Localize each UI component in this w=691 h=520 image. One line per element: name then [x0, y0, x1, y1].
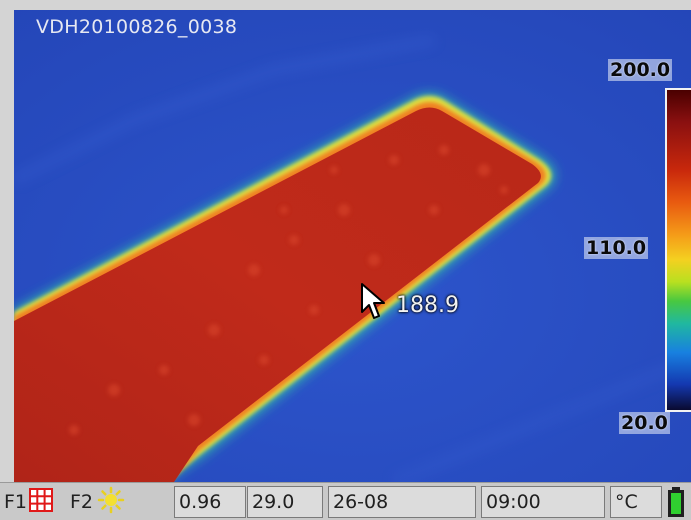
sun-icon — [97, 486, 125, 519]
cursor-temperature-reading: 188.9 — [396, 293, 459, 318]
background-structure — [391, 354, 691, 482]
ambient-temperature-field[interactable]: 29.0 — [247, 486, 323, 518]
battery-icon — [666, 483, 686, 520]
f1-label: F1 — [4, 491, 28, 513]
temperature-color-scale — [665, 88, 691, 412]
thermal-image[interactable]: VDH20100826_0038 188.9 200.0 110.0 20.0 — [14, 10, 691, 482]
grid-icon — [29, 487, 54, 517]
f2-function-key[interactable]: F2 — [70, 483, 125, 520]
temperature-unit-field[interactable]: °C — [610, 486, 662, 518]
thermal-scene — [14, 10, 691, 482]
hot-object — [14, 107, 541, 482]
emissivity-field[interactable]: 0.96 — [174, 486, 246, 518]
scale-mid-label: 110.0 — [584, 237, 649, 259]
date-field[interactable]: 26-08 — [328, 486, 476, 518]
scale-min-label: 20.0 — [619, 412, 670, 434]
hot-spots — [69, 145, 508, 435]
time-field[interactable]: 09:00 — [481, 486, 605, 518]
f1-function-key[interactable]: F1 — [4, 483, 54, 520]
image-filename: VDH20100826_0038 — [36, 16, 238, 38]
background-structure — [14, 35, 435, 185]
f2-label: F2 — [70, 491, 94, 513]
status-bar: F1 F2 — [0, 482, 691, 520]
scale-max-label: 200.0 — [608, 59, 673, 81]
